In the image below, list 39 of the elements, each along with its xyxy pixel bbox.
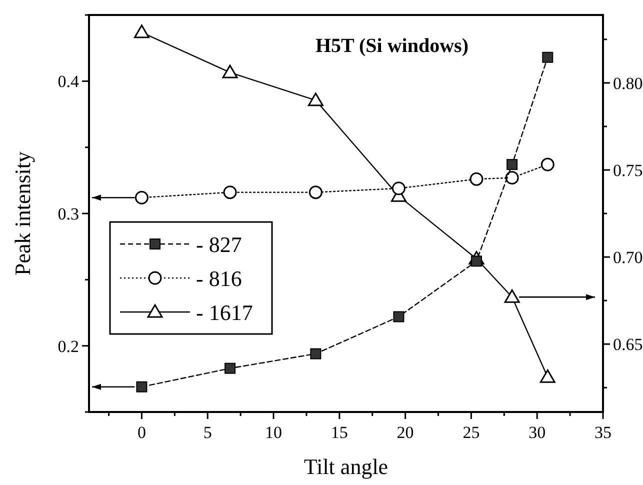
y-axis-title: Peak intensity bbox=[10, 151, 35, 276]
point bbox=[308, 186, 322, 200]
point bbox=[542, 52, 554, 63]
point bbox=[505, 171, 519, 185]
point bbox=[222, 64, 238, 78]
text: H5T (Si windows) bbox=[315, 35, 469, 57]
y-tick-label: 0.4 bbox=[58, 72, 80, 92]
point bbox=[308, 92, 324, 106]
x-tick-label: 15 bbox=[330, 423, 348, 442]
point bbox=[136, 381, 148, 392]
point bbox=[393, 311, 404, 322]
point bbox=[540, 369, 556, 383]
point bbox=[470, 172, 484, 186]
point bbox=[540, 158, 554, 172]
point bbox=[224, 362, 236, 374]
x-tick-label: 20 bbox=[396, 423, 414, 442]
point bbox=[134, 190, 148, 204]
y2-tick-label: 0.70 bbox=[613, 248, 643, 268]
x-tick-label: 30 bbox=[528, 423, 546, 442]
legend-label: - 827 bbox=[196, 232, 242, 257]
point bbox=[223, 186, 237, 200]
y-tick-label: 0.2 bbox=[58, 336, 79, 356]
y2-tick-label: 0.75 bbox=[613, 160, 643, 180]
point bbox=[310, 348, 322, 360]
x-tick-label: 0 bbox=[137, 423, 146, 442]
x-tick-label: 25 bbox=[462, 423, 480, 442]
x-tick-label: 10 bbox=[265, 423, 282, 442]
legend-label: - 1617 bbox=[196, 300, 253, 325]
y2-tick-label: 0.65 bbox=[613, 335, 643, 354]
x-axis-title: Tilt angle bbox=[304, 454, 388, 479]
point bbox=[504, 289, 520, 303]
point bbox=[392, 182, 406, 196]
x-tick-label: 35 bbox=[594, 423, 612, 442]
y-tick-label: 0.3 bbox=[58, 204, 79, 224]
y2-tick-label: 0.80 bbox=[613, 74, 643, 93]
point bbox=[506, 159, 518, 170]
x-tick-label: 5 bbox=[203, 423, 212, 442]
point bbox=[134, 24, 150, 38]
legend-label: - 816 bbox=[196, 266, 242, 291]
